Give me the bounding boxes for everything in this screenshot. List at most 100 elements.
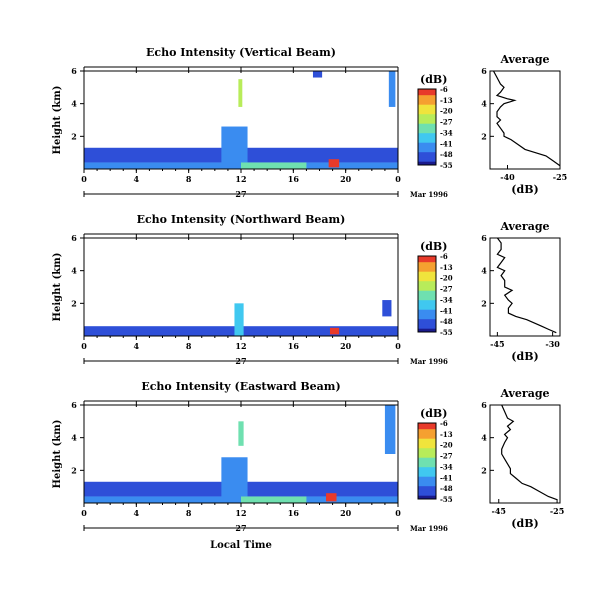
colorbar-segment	[418, 149, 436, 153]
y-axis-label: Height (km)	[52, 86, 63, 155]
profile-y-tick-label: 2	[481, 465, 487, 475]
colorbar-segment	[418, 295, 436, 299]
colorbar-segment	[418, 271, 436, 274]
heatmap-cell	[241, 496, 307, 503]
heatmap-cell	[312, 71, 323, 78]
colorbar-segment	[418, 123, 436, 126]
profile-x-tick-label: -25	[553, 172, 567, 182]
colorbar-segment	[418, 461, 436, 464]
profile-y-tick-label: 2	[481, 131, 487, 141]
colorbar-segment	[418, 464, 436, 468]
colorbar-tick-label: -13	[440, 96, 453, 105]
y-tick-label: 4	[71, 433, 77, 443]
colorbar-segment	[418, 320, 436, 323]
colorbar-segment	[418, 151, 436, 155]
colorbar-segment	[418, 267, 436, 270]
colorbar-segment	[418, 459, 436, 462]
colorbar-segment	[418, 443, 436, 447]
colorbar-segment	[418, 261, 436, 265]
colorbar-segment	[418, 453, 436, 456]
colorbar-segment	[418, 146, 436, 149]
panels: Echo Intensity (Vertical Beam)0 4 8 12 16 20 0…	[52, 46, 567, 551]
heatmap-cell	[328, 159, 340, 168]
x-tick-label: 4	[134, 508, 140, 518]
colorbar-segment	[418, 140, 436, 143]
colorbar-tick-label: -55	[440, 328, 453, 337]
panel-title: Echo Intensity (Vertical Beam)	[146, 46, 336, 59]
colorbar-segment	[418, 288, 436, 291]
colorbar-segment	[418, 314, 436, 318]
colorbar-segment	[418, 269, 436, 272]
colorbar-segment	[418, 117, 436, 120]
colorbar-segment	[418, 301, 436, 304]
date-month: Mar 1996	[410, 190, 448, 199]
panel-1: Echo Intensity (Northward Beam)0 4 8 12 16 20…	[52, 213, 561, 366]
colorbar-label: (dB)	[420, 240, 447, 253]
colorbar-segment	[418, 284, 436, 287]
colorbar-segment	[418, 449, 436, 452]
colorbar-segment	[418, 276, 436, 280]
colorbar-segment	[418, 144, 436, 147]
profile-y-tick-label: 6	[481, 233, 487, 243]
colorbar-segment	[418, 100, 436, 103]
colorbar-segment	[418, 147, 436, 151]
colorbar-segment	[418, 438, 436, 441]
profile-y-tick-label: 2	[481, 298, 487, 308]
colorbar-segment	[418, 481, 436, 485]
profile-line	[492, 70, 561, 167]
x-tick-label: 0	[81, 508, 87, 518]
profile-title: Average	[499, 220, 549, 233]
colorbar-segment	[418, 303, 436, 306]
x-tick-label: 16	[288, 508, 300, 518]
colorbar-segment	[418, 326, 436, 329]
profile-x-label: (dB)	[511, 517, 538, 530]
colorbar-segment	[418, 313, 436, 316]
x-tick-label: 16	[288, 341, 300, 351]
colorbar-segment	[418, 256, 436, 259]
date-day: 27	[235, 356, 246, 366]
colorbar-tick-label: -41	[440, 139, 453, 148]
colorbar-segment	[418, 273, 436, 276]
y-tick-label: 6	[71, 66, 77, 76]
colorbar-segment	[418, 474, 436, 477]
colorbar-segment	[418, 485, 436, 489]
profile-y-tick-label: 4	[481, 433, 487, 443]
colorbar-segment	[418, 280, 436, 284]
heatmap-cell	[241, 162, 307, 169]
heatmap-cell	[234, 303, 244, 336]
colorbar-frame	[417, 255, 437, 333]
colorbar-tick-label: -6	[440, 419, 448, 428]
y-tick-label: 6	[71, 233, 77, 243]
panel-title: Echo Intensity (Northward Beam)	[137, 213, 346, 226]
x-tick-label: 20	[340, 341, 352, 351]
colorbar-segment	[418, 497, 436, 500]
x-tick-label: 20	[340, 508, 352, 518]
colorbar-segment	[418, 305, 436, 308]
colorbar-tick-label: -55	[440, 161, 453, 170]
colorbar-segment	[418, 130, 436, 134]
colorbar-segment	[418, 94, 436, 98]
profile-x-tick-label: -40	[500, 172, 515, 182]
colorbar-tick-label: -20	[440, 441, 453, 450]
colorbar-segment	[418, 466, 436, 470]
date-day: 27	[235, 189, 246, 199]
profile-line	[501, 404, 558, 501]
y-tick-label: 2	[71, 465, 77, 475]
profile-y-tick-label: 6	[481, 66, 487, 76]
colorbar-tick-label: -13	[440, 263, 453, 272]
colorbar-segment	[418, 111, 436, 115]
colorbar-tick-label: -20	[440, 107, 453, 116]
colorbar-segment	[418, 470, 436, 473]
profile-x-tick-label: -25	[550, 506, 564, 516]
colorbar-segment	[418, 96, 436, 99]
colorbar-segment	[418, 92, 436, 96]
colorbar-segment	[418, 98, 436, 101]
colorbar-segment	[418, 102, 436, 105]
x-tick-label: 0	[395, 508, 401, 518]
colorbar-segment	[418, 265, 436, 268]
colorbar-segment	[418, 286, 436, 289]
colorbar-segment	[418, 108, 436, 111]
y-tick-label: 2	[71, 131, 77, 141]
colorbar-segment	[418, 451, 436, 454]
